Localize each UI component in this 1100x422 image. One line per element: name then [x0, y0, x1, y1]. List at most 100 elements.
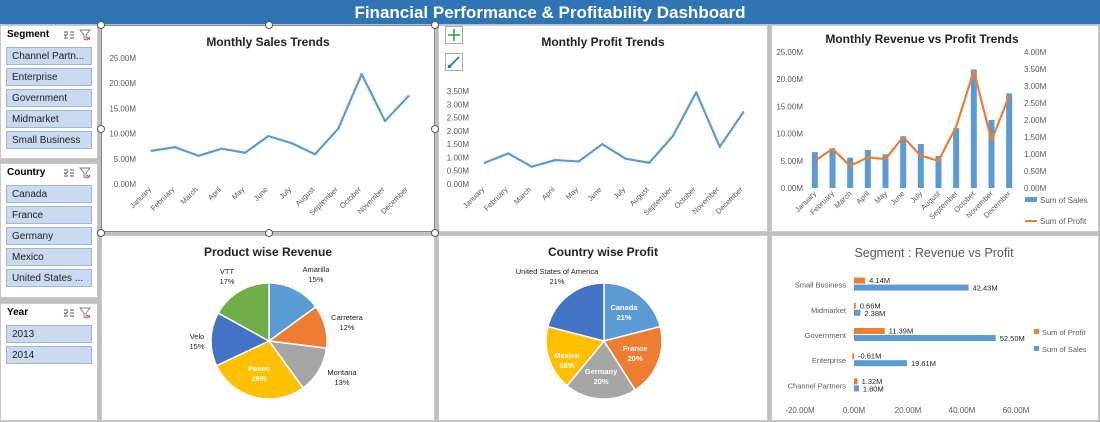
segment-revenue-profit-chart: Segment : Revenue vs Profit -20.00M 0.00M 2…: [771, 235, 1099, 421]
slice-label: Carretera: [331, 313, 364, 322]
resize-handle-bottom-right[interactable]: [431, 229, 439, 237]
x-tick-label: May: [564, 185, 581, 202]
chart-title: Segment : Revenue vs Profit: [854, 246, 1014, 260]
sales-value-label: 2.38M: [864, 309, 885, 318]
x-tick-label: July: [611, 185, 627, 201]
y-tick-label: 1.00M: [447, 153, 470, 162]
y-tick-label: 20.00M: [109, 79, 136, 88]
resize-handle-bottom[interactable]: [265, 229, 273, 237]
slicer-item[interactable]: Enterprise: [6, 68, 92, 86]
slice-label: Canada: [610, 303, 638, 312]
y-tick-label: 2.00M: [447, 127, 470, 136]
slice-value: 21%: [549, 277, 564, 286]
profit-bar: [854, 378, 858, 385]
data-point: [695, 91, 698, 94]
resize-handle-right[interactable]: [431, 125, 439, 133]
pie-slice: [602, 325, 663, 392]
y-tick-label-right: 0.50M: [1024, 167, 1047, 176]
y-tick-label: 25.00M: [109, 54, 136, 63]
data-point: [383, 119, 387, 123]
y-tick-label-right: 3.50M: [1024, 65, 1047, 74]
bar: [917, 143, 924, 188]
profit-bar: [854, 302, 856, 309]
y-tick-label: 0.50M: [447, 167, 470, 176]
slice-label: Velo: [190, 332, 205, 341]
slice-label: Amarilla: [302, 265, 330, 274]
slice-label: Mexico: [554, 351, 580, 360]
slicer-item[interactable]: Midmarket: [6, 110, 92, 128]
segment-slicer: Segment Channel Partn... Enterprise Governm…: [0, 25, 98, 159]
x-tick-label: June: [586, 185, 604, 203]
y-tick-label-left: 10.00M: [776, 130, 803, 139]
chart-elements-button[interactable]: [445, 26, 463, 44]
slicer-header: Segment: [1, 26, 97, 44]
resize-handle-top[interactable]: [265, 21, 273, 29]
revenue-vs-profit-chart: Monthly Revenue vs Profit Trends 0.00M 5.0…: [771, 25, 1099, 232]
x-tick-label: April: [206, 185, 223, 202]
slicer-header: Country: [1, 164, 97, 182]
slicer-title: Country: [7, 167, 46, 178]
legend-swatch-sales: [1034, 346, 1039, 351]
resize-handle-left[interactable]: [97, 125, 105, 133]
multi-select-icon[interactable]: [63, 167, 75, 179]
dashboard-title: Financial Performance & Profitability Da…: [0, 0, 1100, 24]
y-tick-label-right: 3.00M: [1024, 82, 1047, 91]
slicer-item[interactable]: Canada: [6, 185, 92, 203]
profit-value-label: 1.32M: [862, 377, 883, 386]
multi-select-icon[interactable]: [63, 29, 75, 41]
data-point: [718, 145, 721, 148]
y-tick-label: 0.00M: [447, 180, 470, 189]
x-tick-label: June: [252, 185, 270, 203]
y-tick-label: 1.50M: [447, 140, 470, 149]
pie-slice: [565, 339, 637, 400]
slice-label: France: [623, 344, 648, 353]
resize-handle-top-right[interactable]: [431, 21, 439, 29]
multi-select-icon[interactable]: [63, 307, 75, 319]
data-point: [530, 165, 533, 168]
legend-label-sales: Sum of Sales: [1040, 196, 1088, 205]
slice-label: VTT: [220, 267, 235, 276]
series-line: [484, 91, 745, 168]
clear-filter-icon[interactable]: [79, 307, 91, 319]
resize-handle-bottom-left[interactable]: [97, 229, 105, 237]
x-tick-label: 20.00M: [895, 406, 922, 415]
data-point: [742, 111, 745, 114]
sales-bar: [854, 385, 859, 392]
slicer-item[interactable]: 2013: [6, 325, 92, 343]
year-slicer: Year 2013 2014: [0, 303, 98, 421]
y-tick-label-left: 20.00M: [776, 75, 803, 84]
slice-value: 20%: [593, 377, 608, 386]
monthly-sales-chart[interactable]: Monthly Sales Trends 0.00M 5.00M 10.00M 15.0…: [101, 25, 435, 232]
slicer-item[interactable]: 2014: [6, 346, 92, 364]
slicer-item[interactable]: Germany: [6, 227, 92, 245]
resize-handle-top-left[interactable]: [97, 21, 105, 29]
y-tick-label-right: 1.00M: [1024, 150, 1047, 159]
slicer-item[interactable]: Small Business: [6, 131, 92, 149]
bar: [900, 136, 907, 188]
y-tick-label-right: 2.00M: [1024, 116, 1047, 125]
x-tick-label: 0.00M: [843, 406, 866, 415]
data-point: [624, 157, 627, 160]
sales-bar: [854, 309, 861, 316]
data-point: [554, 158, 557, 162]
slicer-item[interactable]: Channel Partn...: [6, 47, 92, 65]
category-label: Midmarket: [811, 306, 847, 315]
sales-value-label: 42.43M: [973, 284, 998, 293]
slicer-item[interactable]: Mexico: [6, 248, 92, 266]
y-tick-label: 15.00M: [109, 104, 136, 113]
x-tick-label: February: [149, 185, 177, 213]
clear-filter-icon[interactable]: [79, 29, 91, 41]
data-point: [220, 147, 223, 150]
slicer-item[interactable]: United States ...: [6, 269, 92, 287]
bar: [829, 148, 836, 188]
clear-filter-icon[interactable]: [79, 167, 91, 179]
sales-value-label: 52.50M: [1000, 334, 1025, 343]
category-label: Enterprise: [812, 356, 846, 365]
y-tick-label-left: 5.00M: [781, 157, 804, 166]
chart-title: Monthly Profit Trends: [541, 35, 665, 49]
legend-swatch-sales: [1025, 197, 1037, 202]
slice-value: 20%: [627, 354, 642, 363]
chart-styles-button[interactable]: [445, 53, 463, 71]
slicer-item[interactable]: Government: [6, 89, 92, 107]
slicer-item[interactable]: France: [6, 206, 92, 224]
